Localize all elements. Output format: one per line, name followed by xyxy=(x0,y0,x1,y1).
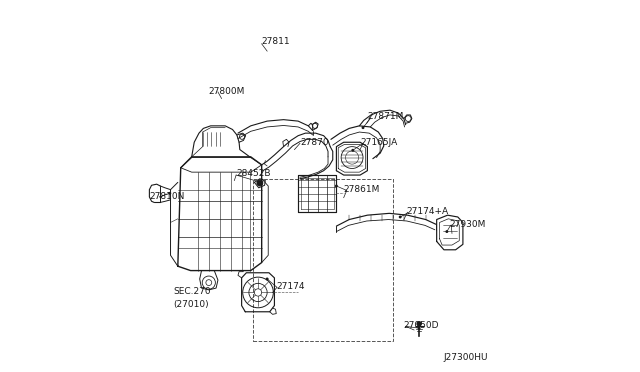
Text: (27010): (27010) xyxy=(173,300,209,309)
Text: 27810N: 27810N xyxy=(149,192,185,201)
Circle shape xyxy=(351,149,355,152)
Text: J27300HU: J27300HU xyxy=(443,353,488,362)
Circle shape xyxy=(418,327,420,330)
Text: 27811: 27811 xyxy=(262,38,291,46)
Circle shape xyxy=(362,126,364,129)
Circle shape xyxy=(399,215,402,218)
Text: 27174: 27174 xyxy=(276,282,305,291)
Circle shape xyxy=(335,185,338,187)
Circle shape xyxy=(168,192,172,195)
Circle shape xyxy=(266,278,269,280)
Text: 27800M: 27800M xyxy=(209,87,245,96)
Circle shape xyxy=(257,180,263,186)
Text: 27165JA: 27165JA xyxy=(360,138,397,147)
Text: SEC.270: SEC.270 xyxy=(173,287,211,296)
Circle shape xyxy=(417,322,421,326)
Circle shape xyxy=(445,230,449,233)
Text: 27870: 27870 xyxy=(300,138,328,147)
Text: 27050D: 27050D xyxy=(404,321,439,330)
Bar xyxy=(253,179,393,341)
Text: 27861M: 27861M xyxy=(344,185,380,194)
Text: 27871M: 27871M xyxy=(367,112,404,121)
Circle shape xyxy=(259,181,262,184)
Text: 27174+A: 27174+A xyxy=(407,207,449,216)
Text: 27930M: 27930M xyxy=(449,220,486,229)
Text: 28452B: 28452B xyxy=(236,169,271,178)
Circle shape xyxy=(254,289,262,296)
